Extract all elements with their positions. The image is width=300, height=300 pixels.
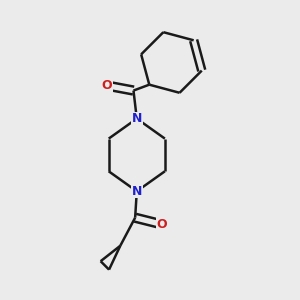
Text: N: N (132, 112, 142, 125)
Text: O: O (102, 79, 112, 92)
Text: O: O (156, 218, 167, 231)
Text: N: N (132, 185, 142, 198)
